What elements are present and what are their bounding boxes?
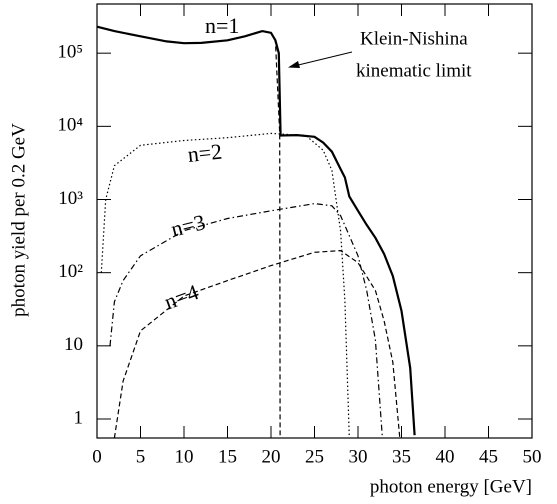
y-tick-label: 10⁴ <box>57 115 83 136</box>
x-tick-label: 30 <box>349 446 368 467</box>
y-tick-label: 10 <box>64 334 83 355</box>
x-axis-label: photon energy [GeV] <box>370 476 532 497</box>
x-tick-label: 35 <box>392 446 411 467</box>
series-label: n=2 <box>186 139 223 167</box>
x-tick-label: 45 <box>479 446 498 467</box>
x-tick-label: 50 <box>523 446 542 467</box>
x-tick-label: 20 <box>262 446 281 467</box>
series-line <box>100 132 350 439</box>
series-label: n=3 <box>168 209 207 242</box>
annotation: kinematic limit <box>356 60 472 81</box>
x-tick-label: 5 <box>136 446 146 467</box>
x-tick-label: 15 <box>218 446 237 467</box>
x-tick-label: 0 <box>92 446 102 467</box>
x-tick-label: 40 <box>436 446 455 467</box>
series-label: n=1 <box>205 13 239 38</box>
series-label: n=4 <box>161 279 202 314</box>
y-axis-label: photon yield per 0.2 GeV <box>8 123 29 317</box>
y-tick-label: 10³ <box>58 188 83 209</box>
series-line <box>109 202 383 439</box>
y-tick-label: 10⁵ <box>57 42 83 63</box>
series-line <box>113 249 401 439</box>
x-tick-label: 25 <box>305 446 324 467</box>
y-tick-label: 10² <box>58 261 83 282</box>
annotation: Klein-Nishina <box>360 28 468 49</box>
y-tick-label: 1 <box>74 407 84 428</box>
x-tick-label: 10 <box>175 446 194 467</box>
annotation-arrow <box>288 51 353 68</box>
series-line <box>96 25 416 436</box>
